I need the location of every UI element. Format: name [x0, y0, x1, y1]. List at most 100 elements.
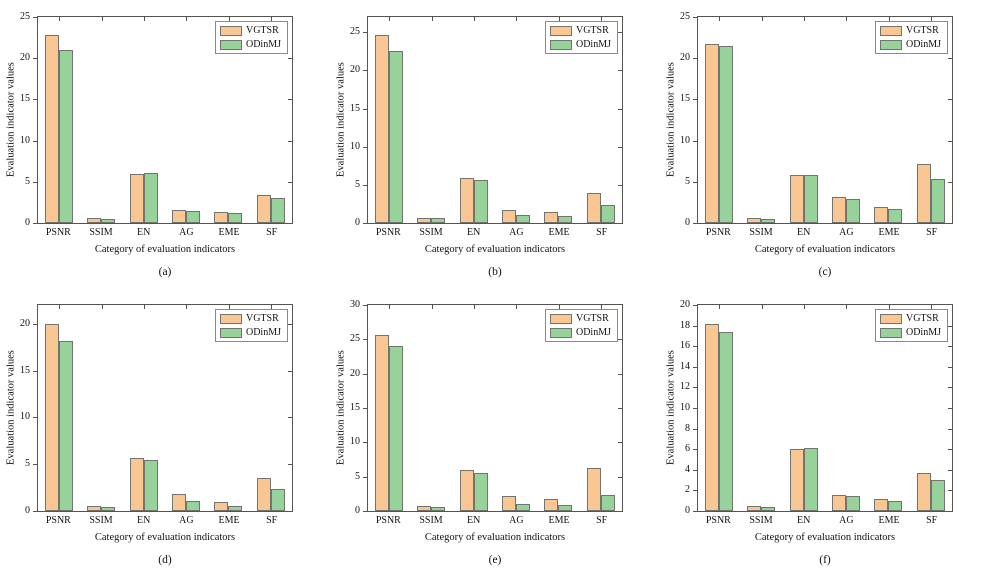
y-tick-label: 15 — [20, 93, 30, 104]
x-tick-mark-top — [102, 305, 103, 309]
x-tick-mark-top — [271, 305, 272, 309]
category-slot-eme — [867, 305, 909, 511]
bar-odinmj-ssim — [431, 218, 446, 223]
x-tick-mark-top — [516, 305, 517, 309]
y-tick-mark-right — [618, 32, 622, 33]
x-tick-mark-top — [601, 305, 602, 309]
x-category-eme: EME — [548, 515, 570, 526]
bar-vgtsr-psnr — [375, 35, 390, 223]
legend-swatch-odinmj — [219, 39, 242, 50]
bar-vgtsr-psnr — [45, 35, 60, 223]
y-tick-label: 0 — [25, 217, 30, 228]
y-tick-mark-right — [288, 371, 292, 372]
bar-vgtsr-ag — [172, 210, 187, 223]
category-slot-ag — [495, 305, 537, 511]
x-category-ag: AG — [509, 515, 524, 526]
y-tick-label: 0 — [685, 217, 690, 228]
x-tick-mark-top — [389, 305, 390, 309]
x-tick-mark-top — [889, 305, 890, 309]
y-tick-mark-left — [693, 17, 697, 18]
legend-label-odinmj: ODinMJ — [905, 39, 941, 50]
legend-row-odinmj: ODinMJ — [879, 327, 941, 338]
y-tick-mark-right — [288, 417, 292, 418]
y-tick-mark-right — [618, 109, 622, 110]
legend-label-vgtsr: VGTSR — [905, 313, 939, 324]
category-slot-eme — [867, 17, 909, 223]
x-tick-mark-top — [931, 305, 932, 309]
category-slot-en — [453, 305, 495, 511]
bar-vgtsr-ag — [832, 495, 847, 511]
category-slot-sf — [580, 305, 622, 511]
y-tick-mark-right — [288, 58, 292, 59]
y-tick-mark-right — [288, 182, 292, 183]
x-tick-mark-top — [804, 17, 805, 21]
subplot-d: VGTSR ODinMJ 0 5 10 15 20 Evaluation indicator … — [0, 288, 330, 575]
bar-vgtsr-ssim — [747, 218, 762, 223]
x-category-ag: AG — [839, 227, 854, 238]
bar-vgtsr-psnr — [45, 324, 60, 511]
bar-odinmj-psnr — [389, 346, 404, 511]
x-tick-mark-top — [762, 17, 763, 21]
category-slot-ag — [165, 17, 207, 223]
y-tick-mark-left — [363, 442, 367, 443]
legend-swatch-odinmj — [549, 39, 572, 50]
bar-odinmj-psnr — [389, 51, 404, 223]
legend: VGTSR ODinMJ — [874, 309, 948, 342]
y-tick-label: 8 — [685, 423, 690, 434]
subplot-b: VGTSR ODinMJ 0 5 10 15 20 25 Evaluation indicato… — [330, 0, 660, 288]
y-tick-mark-left — [693, 449, 697, 450]
x-category-psnr: PSNR — [375, 515, 401, 526]
category-slot-eme — [537, 305, 579, 511]
x-category-ssim: SSIM — [749, 515, 773, 526]
bar-odinmj-ag — [846, 199, 861, 223]
x-tick-mark-top — [559, 17, 560, 21]
y-tick-mark-left — [363, 32, 367, 33]
bar-odinmj-ag — [186, 211, 201, 223]
y-tick-mark-left — [33, 182, 37, 183]
plot-area: VGTSR ODinMJ — [367, 16, 623, 224]
legend: VGTSR ODinMJ — [874, 21, 948, 54]
x-tick-mark-top — [432, 17, 433, 21]
y-tick-mark-right — [618, 477, 622, 478]
x-category-sf: SF — [596, 227, 608, 238]
y-tick-mark-left — [363, 109, 367, 110]
y-axis-title: Evaluation indicator values — [665, 62, 677, 178]
y-tick-mark-right — [948, 490, 952, 491]
bar-odinmj-psnr — [59, 341, 74, 511]
subplot-e: VGTSR ODinMJ 0 5 10 15 20 25 30 Evaluation indica… — [330, 288, 660, 575]
y-tick-mark-right — [288, 464, 292, 465]
x-tick-mark-top — [931, 17, 932, 21]
y-tick-label: 30 — [350, 299, 360, 310]
category-slot-psnr — [368, 305, 410, 511]
y-tick-label: 20 — [350, 368, 360, 379]
x-category-eme: EME — [548, 227, 570, 238]
x-tick-mark-top — [846, 305, 847, 309]
category-slot-ssim — [740, 17, 782, 223]
bar-odinmj-eme — [558, 505, 573, 511]
category-slot-ag — [825, 17, 867, 223]
y-tick-mark-left — [693, 223, 697, 224]
y-tick-mark-left — [693, 326, 697, 327]
y-tick-mark-left — [363, 374, 367, 375]
legend-label-odinmj: ODinMJ — [245, 39, 281, 50]
bar-odinmj-eme — [228, 506, 243, 511]
y-tick-mark-left — [363, 305, 367, 306]
y-tick-label: 10 — [680, 135, 690, 146]
y-tick-label: 0 — [355, 217, 360, 228]
x-tick-mark-top — [271, 17, 272, 21]
x-tick-mark-top — [432, 305, 433, 309]
y-tick-mark-left — [363, 408, 367, 409]
x-category-en: EN — [797, 515, 811, 526]
category-slot-ssim — [80, 305, 122, 511]
y-tick-mark-right — [948, 408, 952, 409]
x-category-eme: EME — [218, 515, 240, 526]
category-slot-ag — [495, 17, 537, 223]
category-slot-ag — [165, 305, 207, 511]
y-tick-mark-right — [948, 429, 952, 430]
x-axis-title: Category of evaluation indicators — [754, 532, 896, 543]
y-tick-mark-left — [693, 305, 697, 306]
y-tick-mark-left — [33, 141, 37, 142]
x-axis-title: Category of evaluation indicators — [424, 244, 566, 255]
category-slot-eme — [207, 305, 249, 511]
y-tick-label: 20 — [350, 64, 360, 75]
